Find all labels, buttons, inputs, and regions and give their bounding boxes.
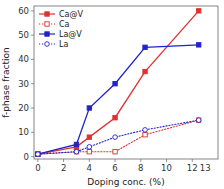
y-tick-label: 0 xyxy=(24,152,29,162)
y-tick-label: 20 xyxy=(18,103,29,113)
x-tick xyxy=(89,159,90,162)
point xyxy=(74,149,79,154)
x-tick-label: 10 xyxy=(161,163,172,173)
x-tick xyxy=(166,159,167,162)
legend-label: La@V xyxy=(59,30,82,39)
x-tick-label: 12 xyxy=(187,163,198,173)
point xyxy=(36,152,40,156)
y-axis-label: f-phase fraction xyxy=(1,47,11,118)
x-tick xyxy=(63,159,64,162)
point xyxy=(143,45,147,49)
legend-label: Ca xyxy=(59,20,70,29)
point xyxy=(196,9,200,13)
point xyxy=(196,43,200,47)
x-axis-label: Doping conc. (%) xyxy=(87,177,164,187)
plot-frame xyxy=(34,6,218,159)
point xyxy=(74,150,78,154)
point xyxy=(87,145,92,150)
point xyxy=(113,82,117,86)
x-tick-label: 0 xyxy=(35,163,40,173)
x-tick-label: 6 xyxy=(112,163,117,173)
y-tick xyxy=(31,132,34,133)
series xyxy=(36,118,201,157)
point xyxy=(87,150,91,154)
series-line xyxy=(38,120,199,154)
point xyxy=(196,118,200,122)
point xyxy=(74,142,78,146)
point xyxy=(113,116,117,120)
legend: Ca@VCaLa@VLa xyxy=(39,10,83,49)
y-tick xyxy=(31,10,34,11)
point xyxy=(143,69,147,73)
x-tick xyxy=(140,159,141,162)
x-tick xyxy=(115,159,116,162)
annotation: 13 xyxy=(200,163,211,173)
legend-marker xyxy=(45,42,50,47)
x-tick xyxy=(192,159,193,162)
legend-marker xyxy=(45,22,49,26)
y-tick-label: 60 xyxy=(18,6,29,16)
point xyxy=(36,152,40,156)
x-tick-label: 4 xyxy=(87,163,92,173)
legend-label: Ca@V xyxy=(59,10,83,19)
series-line xyxy=(38,45,199,154)
series xyxy=(36,118,201,156)
point xyxy=(196,118,201,123)
series-line xyxy=(38,11,199,154)
point xyxy=(36,152,40,156)
y-tick xyxy=(31,59,34,60)
y-tick xyxy=(31,83,34,84)
y-tick-label: 30 xyxy=(18,79,29,89)
y-tick-label: 50 xyxy=(18,30,29,40)
point xyxy=(113,135,118,140)
x-tick-label: 2 xyxy=(61,163,66,173)
legend-marker xyxy=(45,32,49,36)
series xyxy=(36,43,201,157)
y-tick xyxy=(31,108,34,109)
x-tick xyxy=(37,159,38,162)
point xyxy=(143,128,148,133)
x-tick-label: 8 xyxy=(138,163,143,173)
y-tick xyxy=(31,156,34,157)
y-tick-label: 40 xyxy=(18,54,29,64)
y-tick-label: 10 xyxy=(18,127,29,137)
plot-area xyxy=(36,9,201,157)
chart: 0 2 4 6 8 10 12 0 10 20 30 40 50 60 13 Doping conc. (%)… xyxy=(0,0,224,189)
legend-marker xyxy=(45,12,49,16)
y-tick xyxy=(31,35,34,36)
legend-label: La xyxy=(59,40,68,49)
series xyxy=(36,9,201,157)
point xyxy=(143,133,147,137)
point xyxy=(87,106,91,110)
series-line xyxy=(38,120,199,154)
point xyxy=(36,152,41,157)
point xyxy=(113,150,117,154)
point xyxy=(87,135,91,139)
